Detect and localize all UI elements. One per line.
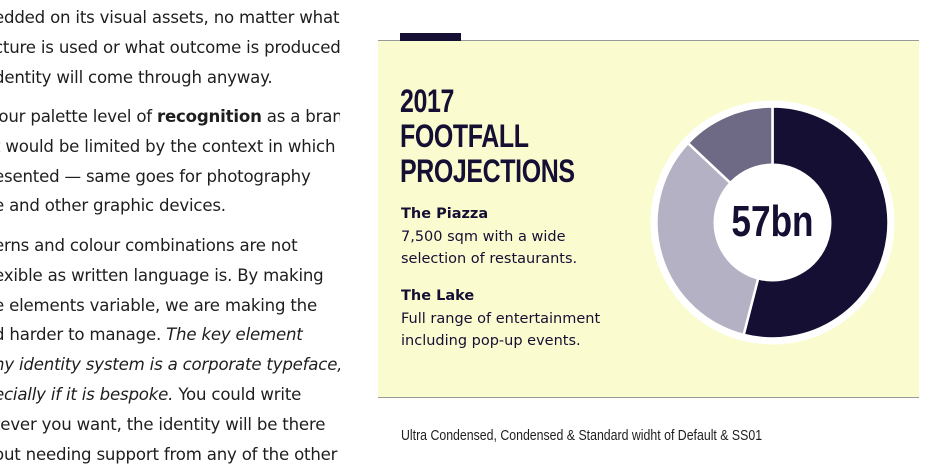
heading-line-2: FOOTFALL <box>400 118 529 154</box>
p3-line-4-italic: The key element <box>166 325 303 345</box>
p3-line-4-pre: d harder to manage. <box>0 325 167 345</box>
paragraph-3: erns and colour combinations are not exi… <box>0 231 340 469</box>
p3-line-2: exible as written language is. By making <box>0 265 324 285</box>
p2-line-1-pre: lour palette level of <box>0 107 157 126</box>
p3-line-6: ecially if it is bespoke. You could writ… <box>0 380 340 410</box>
p3-line-3: e elements variable, we are making the <box>0 295 317 315</box>
p3-line-6-italic: ecially if it is bespoke. <box>0 384 174 404</box>
piazza-title: The Piazza <box>401 206 489 222</box>
card-top-rule <box>378 40 919 41</box>
recognition-bold: recognition <box>157 107 262 126</box>
lake-desc: Full range of entertainment including po… <box>401 308 600 352</box>
donut-hole <box>713 163 832 282</box>
footfall-donut-chart: 57bn <box>650 100 895 345</box>
p3-line-4: d harder to manage. The key element <box>0 320 340 350</box>
piazza-desc-line-2: selection of restaurants. <box>401 251 578 267</box>
card-top-tab <box>400 33 461 41</box>
heading-line-3: PROJECTIONS <box>400 153 575 189</box>
p3-line-1: erns and colour combinations are not <box>0 236 298 255</box>
font-caption: Ultra Condensed, Condensed & Standard wi… <box>401 428 763 444</box>
p2-line-3: esented — same goes for photography <box>0 166 311 186</box>
piazza-desc: 7,500 sqm with a wide selection of resta… <box>401 226 577 270</box>
piazza-desc-line-1: 7,500 sqm with a wide <box>401 229 566 245</box>
body-text-column: edded on its visual assets, no matter wh… <box>0 0 340 475</box>
p3-line-6-post: You could write <box>173 384 302 404</box>
p2-line-1: lour palette level of recognition as a b… <box>0 102 340 132</box>
card-bottom-rule <box>378 397 919 398</box>
p1-line-2: cture is used or what outcome is produce… <box>0 37 340 57</box>
lake-desc-line-2: including pop-up events. <box>401 333 581 349</box>
p3-line-5-italic: ny identity system is a corporate typefa… <box>0 355 340 375</box>
p3-line-5: ny identity system is a corporate typefa… <box>0 350 340 380</box>
paragraph-2: lour palette level of recognition as a b… <box>0 102 340 221</box>
donut-center-label: 57bn <box>731 197 813 246</box>
p1-line-1: edded on its visual assets, no matter wh… <box>0 8 340 27</box>
lake-desc-line-1: Full range of entertainment <box>401 311 601 327</box>
p1-line-3: dentity will come through anyway. <box>0 67 273 87</box>
p3-line-7: tever you want, the identity will be the… <box>0 414 326 434</box>
paragraph-1: edded on its visual assets, no matter wh… <box>0 3 340 92</box>
lake-title: The Lake <box>401 288 475 304</box>
p3-line-8: out needing support from any of the othe… <box>0 444 338 464</box>
p2-line-4: e and other graphic devices. <box>0 196 226 216</box>
p2-line-1-post: as a brand <box>266 107 340 126</box>
heading-line-1: 2017 <box>400 83 454 119</box>
card-heading: 2017 FOOTFALL PROJECTIONS <box>400 84 575 189</box>
donut-slice-2 <box>655 141 774 337</box>
p2-line-2: t would be limited by the context in whi… <box>0 136 336 156</box>
